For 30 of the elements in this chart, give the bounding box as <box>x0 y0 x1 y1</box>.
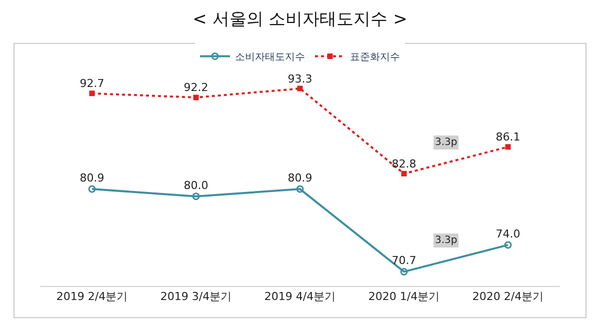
point <box>401 170 407 176</box>
x-tick-label: 2019 4/4분기 <box>264 290 336 304</box>
point <box>192 192 200 200</box>
point <box>88 185 96 193</box>
data-label: 86.1 <box>496 130 520 144</box>
x-tick-label: 2019 3/4분기 <box>160 290 232 304</box>
point <box>505 144 511 150</box>
point <box>297 86 303 92</box>
point <box>89 90 95 96</box>
annotation: 3.3p <box>435 235 458 246</box>
data-label: 74.0 <box>496 227 520 240</box>
legend-label: 표준화지수 <box>350 52 400 64</box>
data-label: 92.2 <box>184 81 208 94</box>
data-label: 70.7 <box>392 254 416 268</box>
point <box>193 94 199 100</box>
data-label: 80.9 <box>80 172 104 185</box>
point <box>296 185 304 193</box>
data-label: 80.9 <box>288 172 312 185</box>
point <box>504 241 512 249</box>
x-tick-label: 2019 2/4분기 <box>56 290 128 304</box>
point <box>400 268 408 276</box>
data-label: 93.3 <box>288 72 312 86</box>
legend-label: 소비자태도지수 <box>235 52 305 64</box>
data-label: 80.0 <box>184 178 208 192</box>
chart-title: < 서울의 소비자태도지수 > <box>192 10 408 30</box>
x-tick-label: 2020 2/4분기 <box>472 290 544 304</box>
data-label: 92.7 <box>80 77 104 90</box>
data-label: 82.8 <box>392 157 416 170</box>
annotation: 3.3p <box>435 137 458 148</box>
x-tick-label: 2020 1/4분기 <box>368 290 440 304</box>
